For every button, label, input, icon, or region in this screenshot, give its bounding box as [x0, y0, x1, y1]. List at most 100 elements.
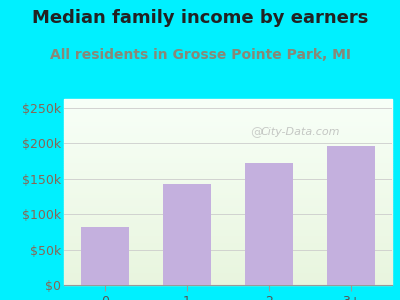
- Bar: [64, 168, 392, 170]
- Bar: [64, 222, 392, 224]
- Bar: [64, 205, 392, 207]
- Bar: [64, 136, 392, 138]
- Bar: [64, 198, 392, 200]
- Bar: [64, 175, 392, 177]
- Bar: [64, 244, 392, 246]
- Bar: [64, 114, 392, 116]
- Bar: [64, 200, 392, 201]
- Bar: [64, 196, 392, 198]
- Bar: [64, 270, 392, 272]
- Bar: [64, 255, 392, 257]
- Bar: [64, 207, 392, 209]
- Bar: [64, 214, 392, 216]
- Bar: [64, 153, 392, 155]
- Bar: [64, 218, 392, 220]
- Bar: [64, 118, 392, 119]
- Bar: [64, 188, 392, 190]
- Bar: [64, 224, 392, 226]
- Bar: [64, 211, 392, 212]
- Bar: [64, 235, 392, 237]
- Bar: [64, 147, 392, 149]
- Bar: [163, 184, 211, 285]
- Bar: [64, 155, 392, 157]
- Bar: [64, 127, 392, 129]
- Bar: [64, 242, 392, 244]
- Bar: [64, 121, 392, 123]
- Bar: [64, 125, 392, 127]
- Bar: [64, 216, 392, 218]
- Bar: [64, 157, 392, 158]
- Bar: [64, 250, 392, 251]
- Bar: [64, 281, 392, 283]
- Bar: [64, 123, 392, 125]
- Bar: [64, 99, 392, 101]
- Bar: [64, 237, 392, 239]
- Text: Median family income by earners: Median family income by earners: [32, 9, 368, 27]
- Bar: [64, 173, 392, 175]
- Bar: [64, 108, 392, 110]
- Bar: [64, 160, 392, 162]
- Bar: [64, 144, 392, 146]
- Bar: [64, 194, 392, 196]
- Bar: [64, 146, 392, 147]
- Bar: [64, 276, 392, 278]
- Bar: [64, 240, 392, 242]
- Bar: [64, 129, 392, 130]
- Bar: [64, 190, 392, 192]
- Bar: [64, 184, 392, 186]
- Bar: [64, 268, 392, 270]
- Bar: [64, 209, 392, 211]
- Text: City-Data.com: City-Data.com: [260, 128, 340, 137]
- Bar: [64, 172, 392, 173]
- Bar: [64, 166, 392, 168]
- Bar: [64, 279, 392, 281]
- Bar: [64, 149, 392, 151]
- Text: @: @: [250, 126, 262, 139]
- Bar: [64, 227, 392, 229]
- Bar: [64, 133, 392, 134]
- Bar: [64, 266, 392, 268]
- Bar: [64, 140, 392, 142]
- Bar: [64, 179, 392, 181]
- Bar: [64, 233, 392, 235]
- Bar: [64, 274, 392, 276]
- Bar: [64, 231, 392, 233]
- Bar: [64, 201, 392, 203]
- Bar: [64, 251, 392, 253]
- Bar: [64, 259, 392, 261]
- Bar: [64, 203, 392, 205]
- Bar: [64, 112, 392, 114]
- Bar: [64, 170, 392, 172]
- Bar: [64, 254, 392, 255]
- Bar: [64, 263, 392, 265]
- Bar: [64, 283, 392, 285]
- Bar: [64, 183, 392, 184]
- Bar: [64, 261, 392, 263]
- Bar: [64, 220, 392, 222]
- Bar: [64, 158, 392, 160]
- Bar: [245, 163, 293, 285]
- Bar: [64, 110, 392, 112]
- Bar: [64, 257, 392, 259]
- Bar: [327, 146, 375, 285]
- Bar: [64, 246, 392, 248]
- Bar: [64, 105, 392, 106]
- Bar: [64, 164, 392, 166]
- Bar: [81, 227, 129, 285]
- Bar: [64, 103, 392, 105]
- Bar: [64, 192, 392, 194]
- Bar: [64, 134, 392, 136]
- Bar: [64, 106, 392, 108]
- Bar: [64, 138, 392, 140]
- Bar: [64, 238, 392, 240]
- Bar: [64, 272, 392, 274]
- Text: All residents in Grosse Pointe Park, MI: All residents in Grosse Pointe Park, MI: [50, 48, 350, 62]
- Bar: [64, 119, 392, 121]
- Bar: [64, 177, 392, 179]
- Bar: [64, 142, 392, 144]
- Bar: [64, 130, 392, 133]
- Bar: [64, 229, 392, 231]
- Bar: [64, 181, 392, 183]
- Bar: [64, 151, 392, 153]
- Bar: [64, 248, 392, 250]
